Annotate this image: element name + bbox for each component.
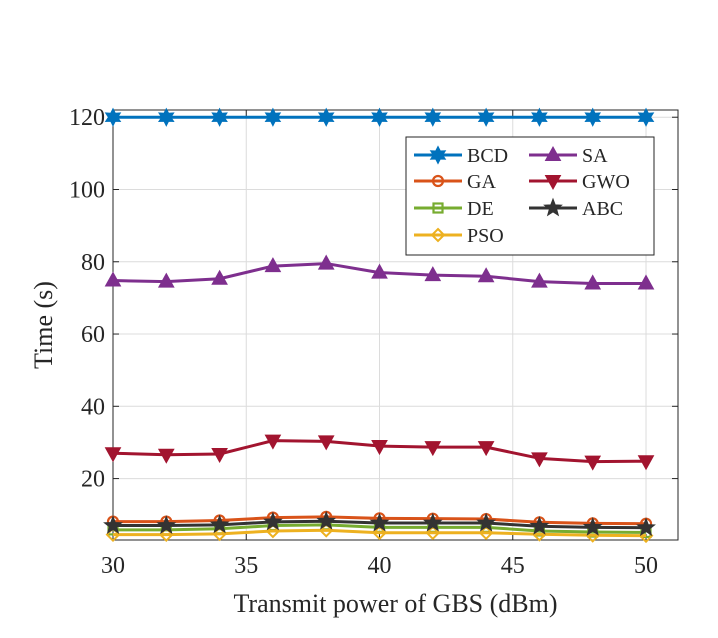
x-axis-label: Transmit power of GBS (dBm) <box>233 589 557 618</box>
x-tick-label: 50 <box>634 553 658 579</box>
legend-item-ga: GA <box>414 171 496 193</box>
series-gwo <box>104 434 655 471</box>
data-point-sa <box>637 274 655 290</box>
data-point-gwo <box>211 448 228 464</box>
data-point-sa <box>104 271 122 287</box>
legend-item-gwo: GWO <box>529 171 630 193</box>
data-point-gwo <box>317 435 335 451</box>
data-point-abc <box>582 516 603 536</box>
data-point-abc <box>422 512 443 532</box>
legend-item-bcd: BCD <box>414 145 508 167</box>
data-point-abc <box>156 515 177 534</box>
legend-item-sa: SA <box>529 145 608 167</box>
series-line-pso <box>113 528 647 538</box>
data-point-abc <box>316 510 337 530</box>
legend-label-ga: GA <box>467 171 496 193</box>
data-point-sa <box>424 266 442 282</box>
data-point-bcd <box>211 107 228 127</box>
data-point-sa <box>371 263 388 279</box>
data-point-pso <box>478 525 494 541</box>
legend: BCD GA DE PSO SA GWO ABC <box>405 136 655 256</box>
data-point-gwo <box>424 441 442 457</box>
data-point-gwo <box>531 452 548 468</box>
x-tick-label: 30 <box>101 553 125 579</box>
data-point-sa <box>477 267 495 283</box>
data-point-abc <box>476 512 497 532</box>
y-tick-label: 40 <box>81 394 105 420</box>
data-point-gwo <box>637 455 655 471</box>
data-point-bcd <box>584 107 602 127</box>
data-point-abc <box>636 517 656 537</box>
data-point-gwo <box>157 448 175 464</box>
data-point-bcd <box>531 107 548 127</box>
y-axis-label: Time (s) <box>29 281 58 369</box>
data-point-gwo <box>264 434 282 450</box>
y-tick-label: 20 <box>81 467 105 493</box>
legend-item-abc: ABC <box>529 197 623 220</box>
data-point-bcd <box>477 107 495 127</box>
data-point-bcd <box>157 107 175 127</box>
plot-frame <box>112 109 679 541</box>
series-group <box>103 107 656 544</box>
data-point-pso <box>212 526 228 542</box>
data-point-abc <box>263 511 283 531</box>
legend-label-gwo: GWO <box>582 171 630 193</box>
legend-marker-bcd <box>429 145 447 165</box>
data-point-bcd <box>264 107 282 127</box>
legend-marker-pso <box>430 227 446 243</box>
data-point-sa <box>317 254 335 270</box>
legend-label-pso: PSO <box>467 225 504 247</box>
data-point-sa <box>531 272 548 288</box>
data-point-gwo <box>584 455 602 471</box>
data-point-pso <box>265 523 281 539</box>
data-point-pso <box>318 522 334 538</box>
legend-item-de: DE <box>414 198 494 220</box>
x-tick-label: 40 <box>368 553 392 579</box>
data-point-abc <box>529 515 550 535</box>
data-point-bcd <box>637 107 655 127</box>
data-point-gwo <box>477 441 495 457</box>
series-sa <box>104 254 655 290</box>
data-point-abc <box>369 512 390 532</box>
legend-marker-gwo <box>544 175 562 191</box>
data-point-gwo <box>104 447 122 463</box>
legend-item-pso: PSO <box>414 225 504 247</box>
x-tick-label: 45 <box>501 553 525 579</box>
axis-ticks: 30 35 40 45 50 20 40 60 80 100 120 <box>69 105 678 579</box>
legend-label-abc: ABC <box>582 198 623 220</box>
y-tick-label: 60 <box>81 322 105 348</box>
data-point-bcd <box>317 107 335 127</box>
data-point-bcd <box>104 107 122 127</box>
y-tick-label: 100 <box>69 177 105 203</box>
legend-marker-abc <box>543 197 563 217</box>
data-point-abc <box>209 514 230 534</box>
series-bcd <box>104 107 655 127</box>
x-tick-label: 35 <box>234 553 258 579</box>
y-tick-label: 120 <box>69 105 105 131</box>
data-point-sa <box>157 272 175 288</box>
y-tick-label: 80 <box>81 250 105 276</box>
data-point-sa <box>264 257 282 273</box>
data-point-sa <box>211 269 228 285</box>
data-point-gwo <box>371 440 388 456</box>
legend-label-bcd: BCD <box>467 145 508 167</box>
legend-marker-sa <box>544 145 562 161</box>
legend-label-sa: SA <box>582 145 608 167</box>
data-point-sa <box>584 274 602 290</box>
legend-label-de: DE <box>467 198 494 220</box>
legend-marker-de <box>432 202 444 214</box>
legend-marker-ga <box>431 174 445 188</box>
data-point-pso <box>372 525 387 541</box>
data-point-abc <box>103 515 123 534</box>
data-point-bcd <box>371 107 388 127</box>
data-point-bcd <box>424 107 442 127</box>
series-abc <box>103 510 656 537</box>
data-point-pso <box>425 525 441 541</box>
